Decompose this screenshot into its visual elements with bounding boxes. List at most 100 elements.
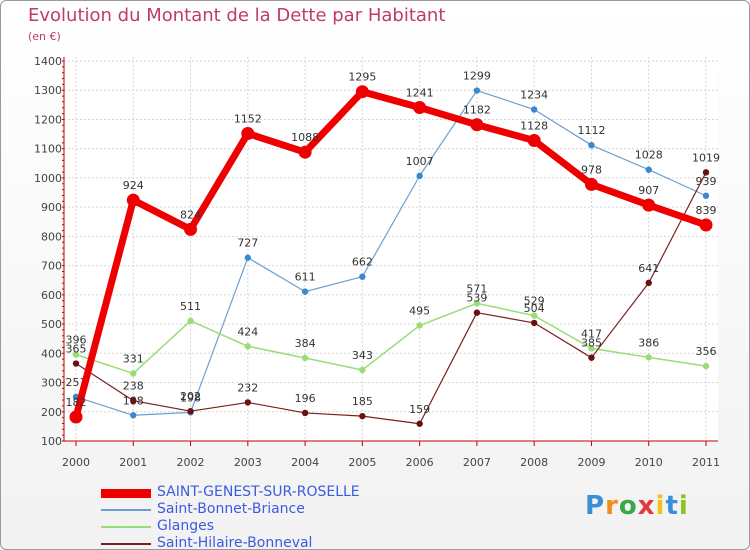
series-1: 2511881987276116621007129912341112102893… — [66, 70, 717, 419]
legend-swatch — [101, 543, 151, 545]
logo-letter: o — [618, 491, 638, 521]
data-point — [126, 193, 140, 207]
data-point — [298, 145, 312, 159]
data-label: 424 — [237, 325, 258, 338]
data-label: 1234 — [520, 89, 548, 102]
data-label: 202 — [180, 390, 201, 403]
data-label: 504 — [524, 302, 545, 315]
data-label: 185 — [352, 395, 373, 408]
data-label: 939 — [696, 175, 717, 188]
data-point — [702, 169, 710, 176]
data-point — [588, 345, 595, 352]
data-point — [702, 192, 710, 199]
data-point — [241, 126, 255, 140]
y-tick-label: 600 — [41, 289, 62, 302]
data-label: 1028 — [635, 149, 663, 162]
data-point — [359, 273, 366, 280]
y-tick-label: 1000 — [34, 172, 62, 185]
y-tick-label: 900 — [41, 201, 62, 214]
data-point — [130, 370, 137, 377]
series-line — [75, 89, 707, 416]
data-point — [416, 172, 423, 180]
y-tick-label: 200 — [41, 406, 62, 419]
series-line — [75, 302, 707, 375]
y-tick-label: 500 — [41, 318, 62, 331]
x-tick-label: 2002 — [177, 456, 205, 469]
data-point — [416, 322, 423, 329]
logo-letter: P — [585, 491, 606, 521]
series-2: 396 331 511 424 384 343 495 571 529 417 386 356 — [66, 282, 717, 377]
data-label: 384 — [295, 337, 316, 350]
x-tick-label: 2009 — [577, 456, 605, 469]
data-point — [530, 106, 538, 113]
x-tick-label: 2000 — [62, 456, 90, 469]
data-label: 331 — [123, 352, 144, 365]
data-point — [359, 412, 366, 420]
data-label: 907 — [638, 184, 659, 197]
data-label: 196 — [295, 392, 316, 405]
data-point — [355, 85, 369, 99]
data-label: 839 — [696, 204, 717, 217]
x-tick-label: 2010 — [635, 456, 663, 469]
logo-letter: r — [605, 491, 619, 521]
y-tick-label: 1300 — [34, 84, 62, 97]
proxiti-logo: Proxiti — [585, 491, 689, 521]
data-label: 385 — [581, 337, 602, 350]
data-label: 539 — [466, 292, 487, 305]
data-point — [359, 366, 366, 374]
data-point — [530, 319, 538, 327]
x-tick-label: 2003 — [234, 456, 262, 469]
data-point — [588, 141, 595, 149]
x-tick-label: 2004 — [291, 456, 319, 469]
data-label: 495 — [409, 305, 430, 318]
data-label: 182 — [66, 396, 87, 409]
legend-swatch — [101, 488, 151, 498]
data-point — [187, 407, 194, 415]
data-point — [301, 354, 309, 362]
x-tick-label: 2006 — [406, 456, 434, 469]
data-point — [301, 288, 309, 295]
logo-letter: i — [678, 491, 689, 521]
data-label: 824 — [180, 208, 201, 221]
data-label: 1112 — [577, 124, 605, 137]
data-point — [473, 87, 481, 94]
data-label: 1182 — [463, 104, 491, 117]
plot-area — [64, 57, 718, 441]
data-label: 924 — [123, 179, 144, 192]
data-point — [130, 412, 137, 419]
data-label: 1295 — [348, 71, 376, 84]
data-point — [584, 177, 598, 191]
data-point — [301, 409, 309, 417]
x-tick-label: 2011 — [692, 456, 720, 469]
data-label: 232 — [237, 381, 258, 394]
y-tick-label: 1400 — [34, 55, 62, 68]
data-label: 365 — [66, 343, 87, 356]
data-point — [645, 354, 652, 361]
data-label: 1299 — [463, 70, 491, 83]
data-label: 238 — [123, 380, 144, 393]
data-label: 396 — [66, 333, 87, 346]
y-tick-label: 800 — [41, 230, 62, 243]
data-point — [527, 134, 541, 148]
y-tick-label: 700 — [41, 260, 62, 273]
data-point — [72, 351, 80, 358]
data-point — [642, 198, 656, 212]
legend-label: SAINT-GENEST-SUR-ROSELLE — [157, 484, 360, 500]
data-label: 1128 — [520, 120, 548, 133]
y-tick-label: 300 — [41, 377, 62, 390]
data-point — [699, 218, 713, 232]
data-point — [244, 254, 252, 261]
data-label: 159 — [409, 403, 430, 416]
data-point — [184, 222, 198, 236]
legend-label: Saint-Bonnet-Briance — [157, 501, 305, 517]
series-0: 182 924 824 1152 1088 1295 1241 1182 1128 978 907 8… — [66, 71, 717, 424]
data-label: 356 — [696, 345, 717, 358]
x-tick-label: 2001 — [119, 456, 147, 469]
data-label: 386 — [638, 336, 659, 349]
data-point — [473, 300, 481, 307]
logo-letter: x — [637, 491, 656, 521]
data-point — [130, 397, 137, 404]
data-label: 662 — [352, 256, 373, 269]
data-label: 1088 — [291, 131, 319, 144]
data-label: 417 — [581, 327, 602, 340]
